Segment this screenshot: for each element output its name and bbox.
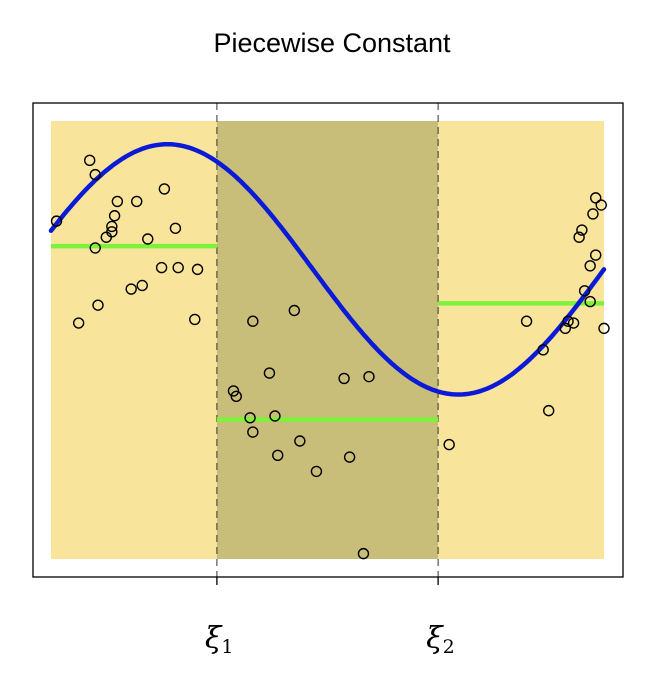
data-point [72,317,85,329]
data-point [590,249,602,261]
data-point [363,370,375,383]
regions-layer [51,121,604,559]
data-point [584,295,596,308]
data-point [155,261,168,274]
data-point [443,438,455,451]
data-point [598,322,610,335]
data-point [263,367,276,379]
data-point [142,233,154,245]
data-point [191,263,204,276]
data-point [131,195,143,208]
data-point [136,279,148,292]
chart-title: Piecewise Constant [213,28,451,58]
data-point [89,168,101,181]
data-point [567,317,580,329]
data-point [310,465,323,478]
knot-label-xi-2: ξ2 [426,621,455,658]
data-point [158,183,171,195]
data-point [111,195,124,208]
data-point [125,283,137,295]
data-point [230,390,242,403]
region-2 [216,121,439,559]
region-3 [438,121,604,559]
data-point [590,192,602,204]
data-point [573,231,585,243]
data-point [227,385,240,397]
data-point [189,313,201,326]
data-point [169,222,182,234]
data-point [562,315,574,327]
data-point [338,372,350,385]
data-point [595,199,607,211]
data-point [172,261,184,274]
data-point [247,426,259,438]
data-point [244,412,256,424]
data-point [106,226,118,238]
data-point [520,315,533,327]
data-point [559,322,571,335]
knot-label-xi-1: ξ1 [205,621,234,658]
plot-frame [32,102,624,578]
data-point [357,547,370,560]
data-point [108,210,121,222]
data-point [343,451,356,463]
data-point [584,260,596,272]
data-point [92,299,104,311]
knot-labels-layer: ξ1 ξ2 [205,621,455,658]
data-point [84,154,96,167]
data-point [272,449,284,462]
knot-lines-layer [216,103,439,577]
data-point [269,410,281,422]
curve-layer [48,141,607,397]
data-point [543,404,555,417]
data-point [288,304,301,317]
data-point [106,220,118,233]
data-point [294,435,306,447]
data-point [89,242,101,254]
data-point [587,208,599,220]
data-point [578,285,591,297]
data-point [247,315,259,327]
knot-ticks-layer [216,577,439,585]
data-point [50,215,63,227]
data-point [576,224,588,236]
data-point [537,344,549,356]
points-layer [50,154,610,560]
region-1 [51,121,217,559]
true-curve [48,141,607,397]
